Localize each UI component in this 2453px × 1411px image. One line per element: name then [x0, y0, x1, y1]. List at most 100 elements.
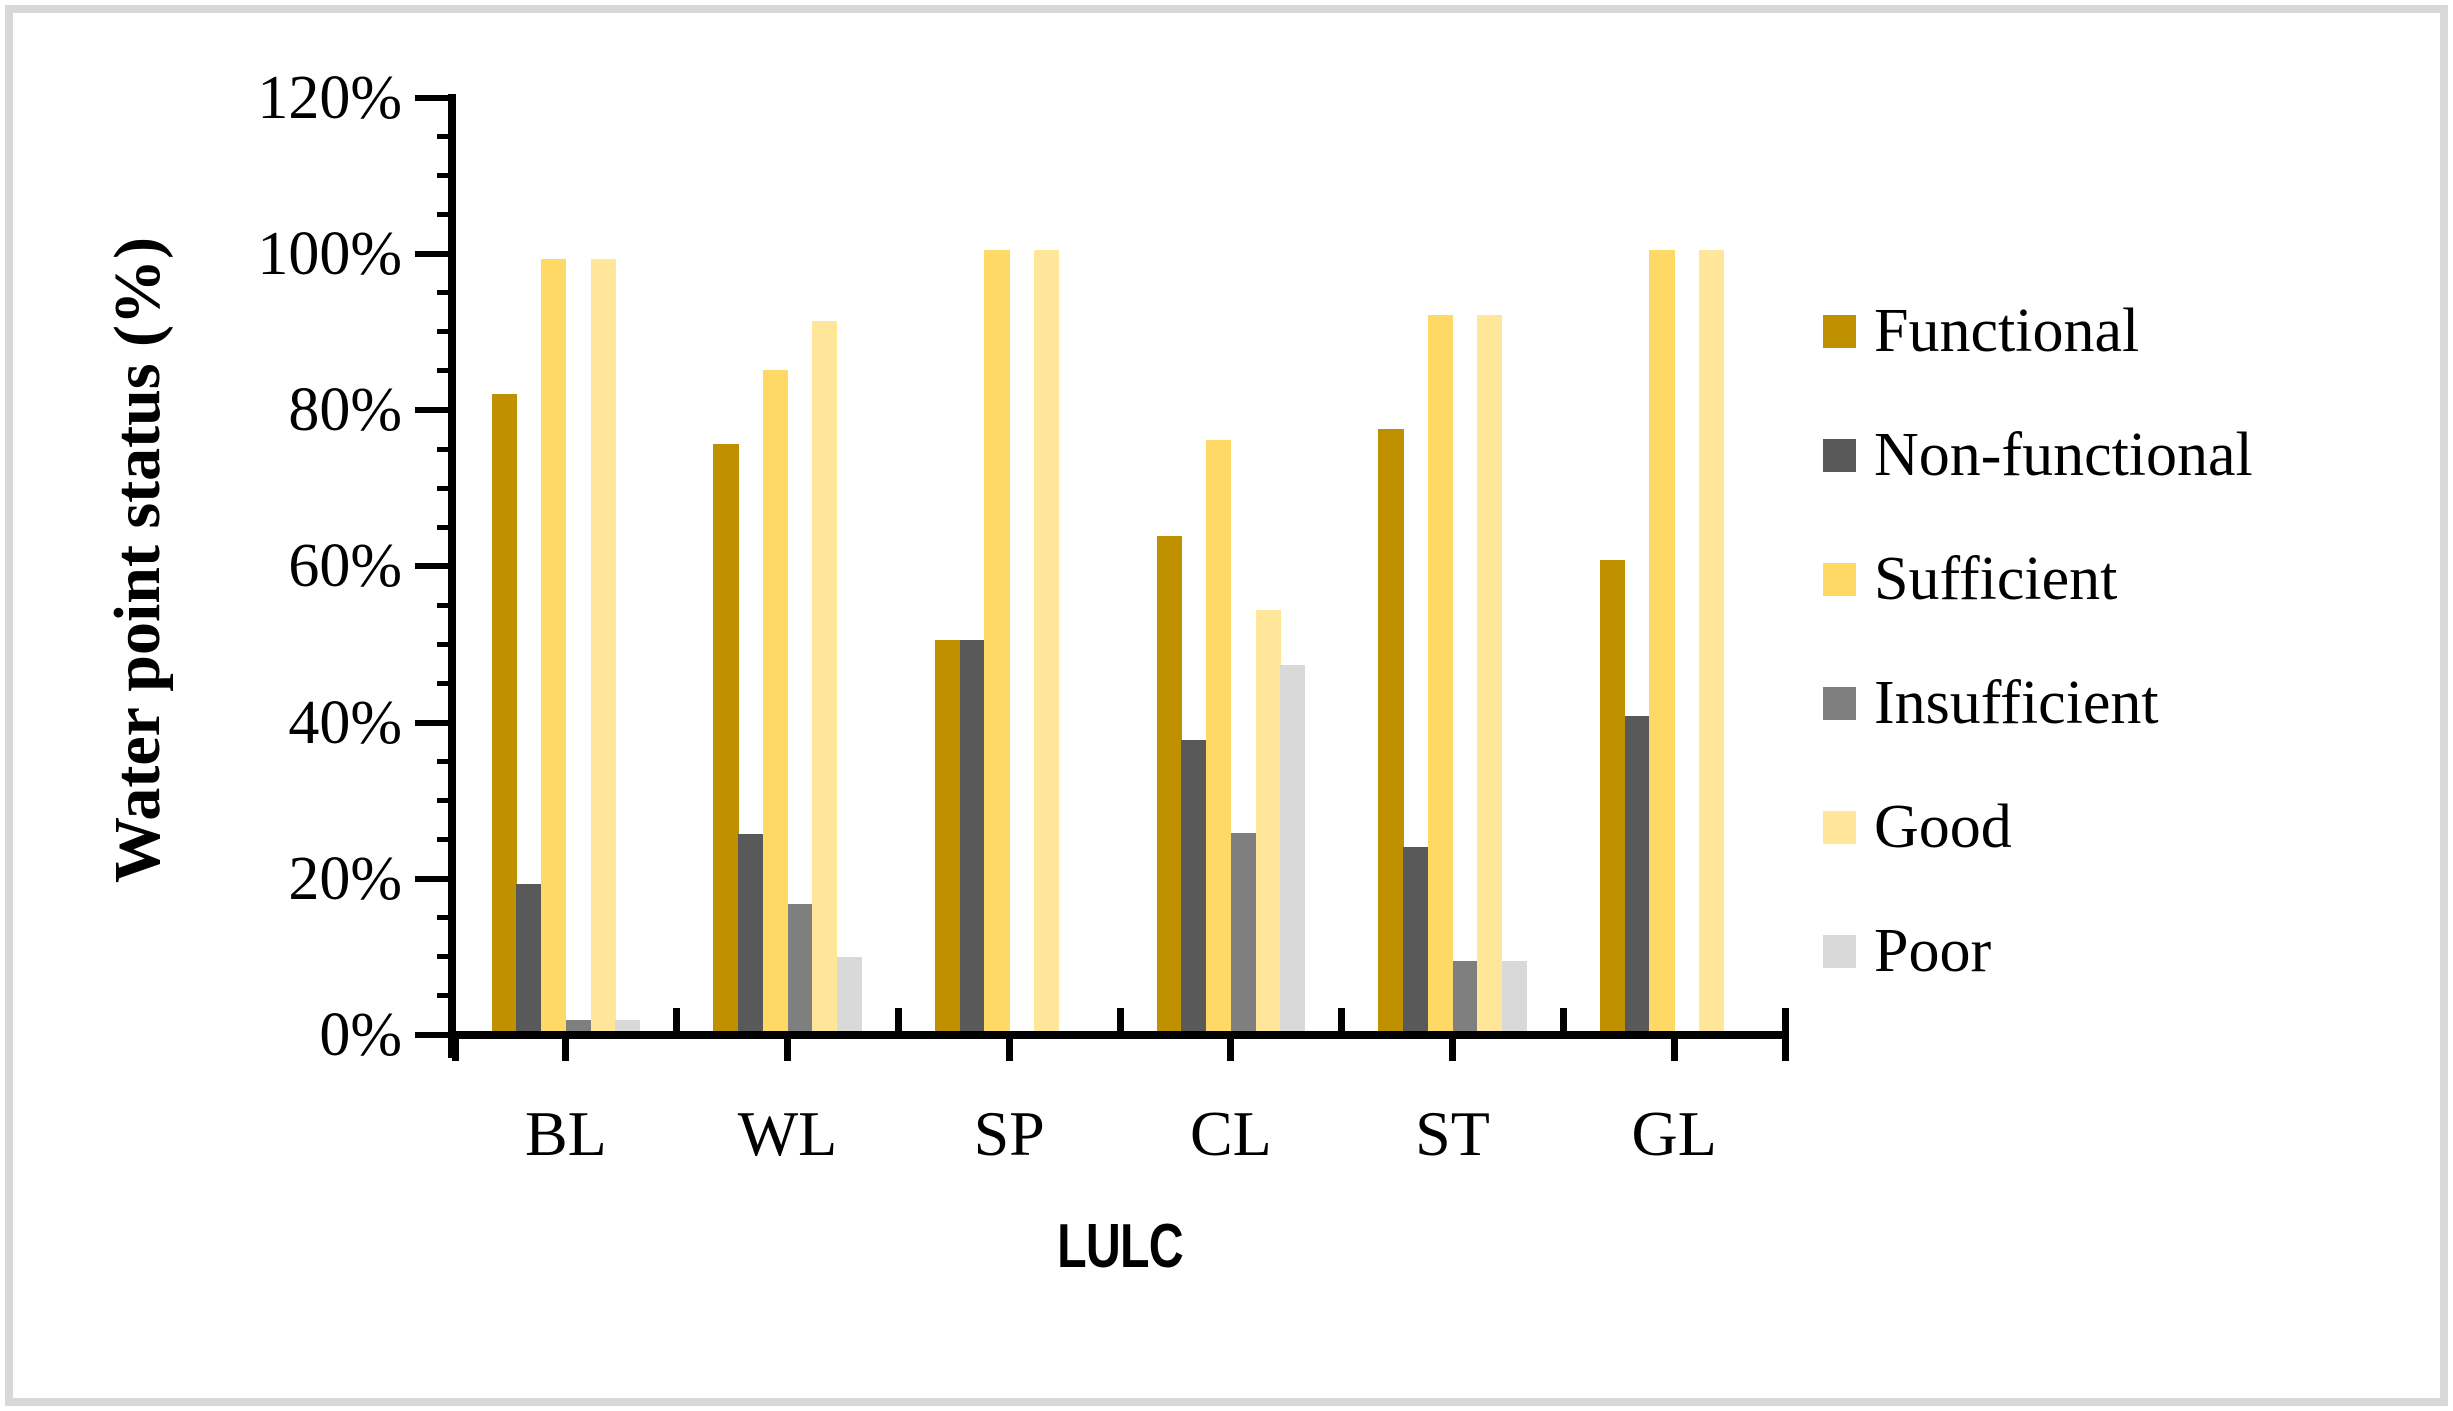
x-outside-tick [562, 1038, 570, 1061]
y-minor-tick [437, 837, 455, 843]
x-outside-tick [1227, 1038, 1235, 1061]
legend-swatch-non-functional [1823, 438, 1856, 472]
legend-label: Non-functional [1874, 421, 2253, 489]
bar-sufficient-sp [984, 249, 1010, 1031]
x-outside-tick [451, 1038, 459, 1061]
bar-insufficient-wl [787, 903, 813, 1031]
y-major-tick [415, 250, 455, 257]
y-minor-tick [437, 641, 455, 647]
bar-good-sp [1033, 249, 1060, 1031]
x-outside-tick [1781, 1038, 1789, 1061]
legend-item-sufficient: Sufficient [1823, 543, 2117, 615]
bar-functional-st [1378, 429, 1404, 1031]
legend-item-insufficient: Insufficient [1823, 667, 2159, 739]
bar-functional-sp [935, 640, 961, 1031]
x-inside-tick [1781, 1008, 1789, 1031]
y-minor-tick [437, 602, 455, 608]
y-minor-tick [437, 134, 455, 140]
bar-sufficient-cl [1206, 439, 1232, 1031]
x-outside-tick [784, 1038, 791, 1061]
x-inside-tick [673, 1008, 681, 1031]
y-major-tick [415, 875, 455, 882]
y-minor-tick [437, 680, 455, 686]
y-minor-tick [437, 290, 455, 296]
bar-non-functional-sp [959, 640, 985, 1031]
y-minor-tick [437, 446, 455, 452]
legend-swatch-good [1823, 810, 1856, 844]
legend-item-poor: Poor [1823, 915, 1991, 987]
y-minor-tick [437, 368, 455, 374]
y-tick-label: 80% [288, 376, 402, 444]
y-minor-tick [437, 173, 455, 179]
bar-non-functional-bl [516, 884, 542, 1031]
x-inside-tick [1338, 1008, 1346, 1031]
category-label-sp: SP [973, 1098, 1045, 1169]
y-major-tick [415, 407, 455, 413]
bar-non-functional-gl [1624, 716, 1650, 1031]
y-tick-label: 40% [288, 688, 402, 757]
legend-label: Functional [1874, 297, 2140, 365]
legend-swatch-sufficient [1823, 562, 1856, 596]
bar-poor-st [1501, 961, 1528, 1031]
bar-sufficient-wl [762, 370, 788, 1031]
x-outside-tick [1670, 1038, 1678, 1061]
y-major-tick [415, 563, 455, 570]
category-label-st: ST [1415, 1098, 1490, 1169]
bar-good-wl [812, 320, 838, 1031]
y-tick-label: 120% [257, 63, 402, 132]
bar-good-gl [1698, 249, 1725, 1031]
legend-item-functional: Functional [1823, 295, 2139, 367]
y-minor-tick [437, 485, 455, 491]
legend-item-good: Good [1823, 791, 2012, 863]
y-minor-tick [437, 759, 455, 765]
y-minor-tick [437, 212, 455, 218]
bar-insufficient-bl [565, 1020, 592, 1031]
category-label-bl: BL [524, 1098, 607, 1169]
y-minor-tick [437, 524, 455, 530]
x-inside-tick [894, 1008, 902, 1031]
x-inside-tick [1559, 1008, 1567, 1031]
bar-functional-gl [1600, 559, 1626, 1031]
y-minor-tick [437, 954, 455, 960]
bar-poor-cl [1280, 665, 1306, 1031]
bar-poor-bl [615, 1020, 641, 1031]
bar-non-functional-cl [1181, 740, 1207, 1031]
legend-swatch-insufficient [1823, 686, 1856, 720]
legend-swatch-functional [1823, 314, 1856, 348]
x-outside-tick [1449, 1038, 1456, 1061]
category-label-wl: WL [737, 1098, 838, 1169]
bar-poor-wl [836, 956, 863, 1031]
legend-label: Insufficient [1874, 669, 2159, 737]
y-minor-tick [437, 915, 455, 921]
y-tick-label: 60% [288, 532, 402, 601]
y-major-tick [415, 719, 455, 726]
legend-label: Sufficient [1874, 545, 2118, 613]
x-outside-tick [1005, 1038, 1013, 1061]
x-inside-tick [1116, 1008, 1124, 1031]
bar-non-functional-st [1403, 846, 1429, 1031]
legend-label: Poor [1874, 917, 1992, 985]
x-axis-line [448, 1031, 1789, 1039]
bar-functional-wl [713, 443, 739, 1031]
bar-functional-bl [491, 394, 517, 1031]
legend-label: Good [1874, 793, 2012, 861]
y-minor-tick [437, 798, 455, 804]
bar-insufficient-st [1452, 961, 1478, 1031]
category-label-gl: GL [1631, 1098, 1717, 1169]
bar-insufficient-cl [1230, 833, 1257, 1031]
y-axis-line [448, 93, 456, 1058]
y-tick-label: 20% [288, 844, 402, 913]
bar-non-functional-wl [738, 834, 764, 1031]
bar-good-st [1477, 315, 1503, 1031]
bar-functional-cl [1156, 536, 1182, 1031]
legend-item-non-functional: Non-functional [1823, 419, 2253, 491]
bar-good-cl [1255, 609, 1281, 1031]
y-major-tick [415, 1032, 455, 1038]
y-major-tick [415, 94, 455, 101]
y-minor-tick [437, 329, 455, 335]
y-minor-tick [437, 993, 455, 999]
x-axis-title: LULC [1057, 1212, 1184, 1281]
bar-sufficient-gl [1649, 249, 1675, 1031]
bar-sufficient-bl [541, 259, 567, 1031]
